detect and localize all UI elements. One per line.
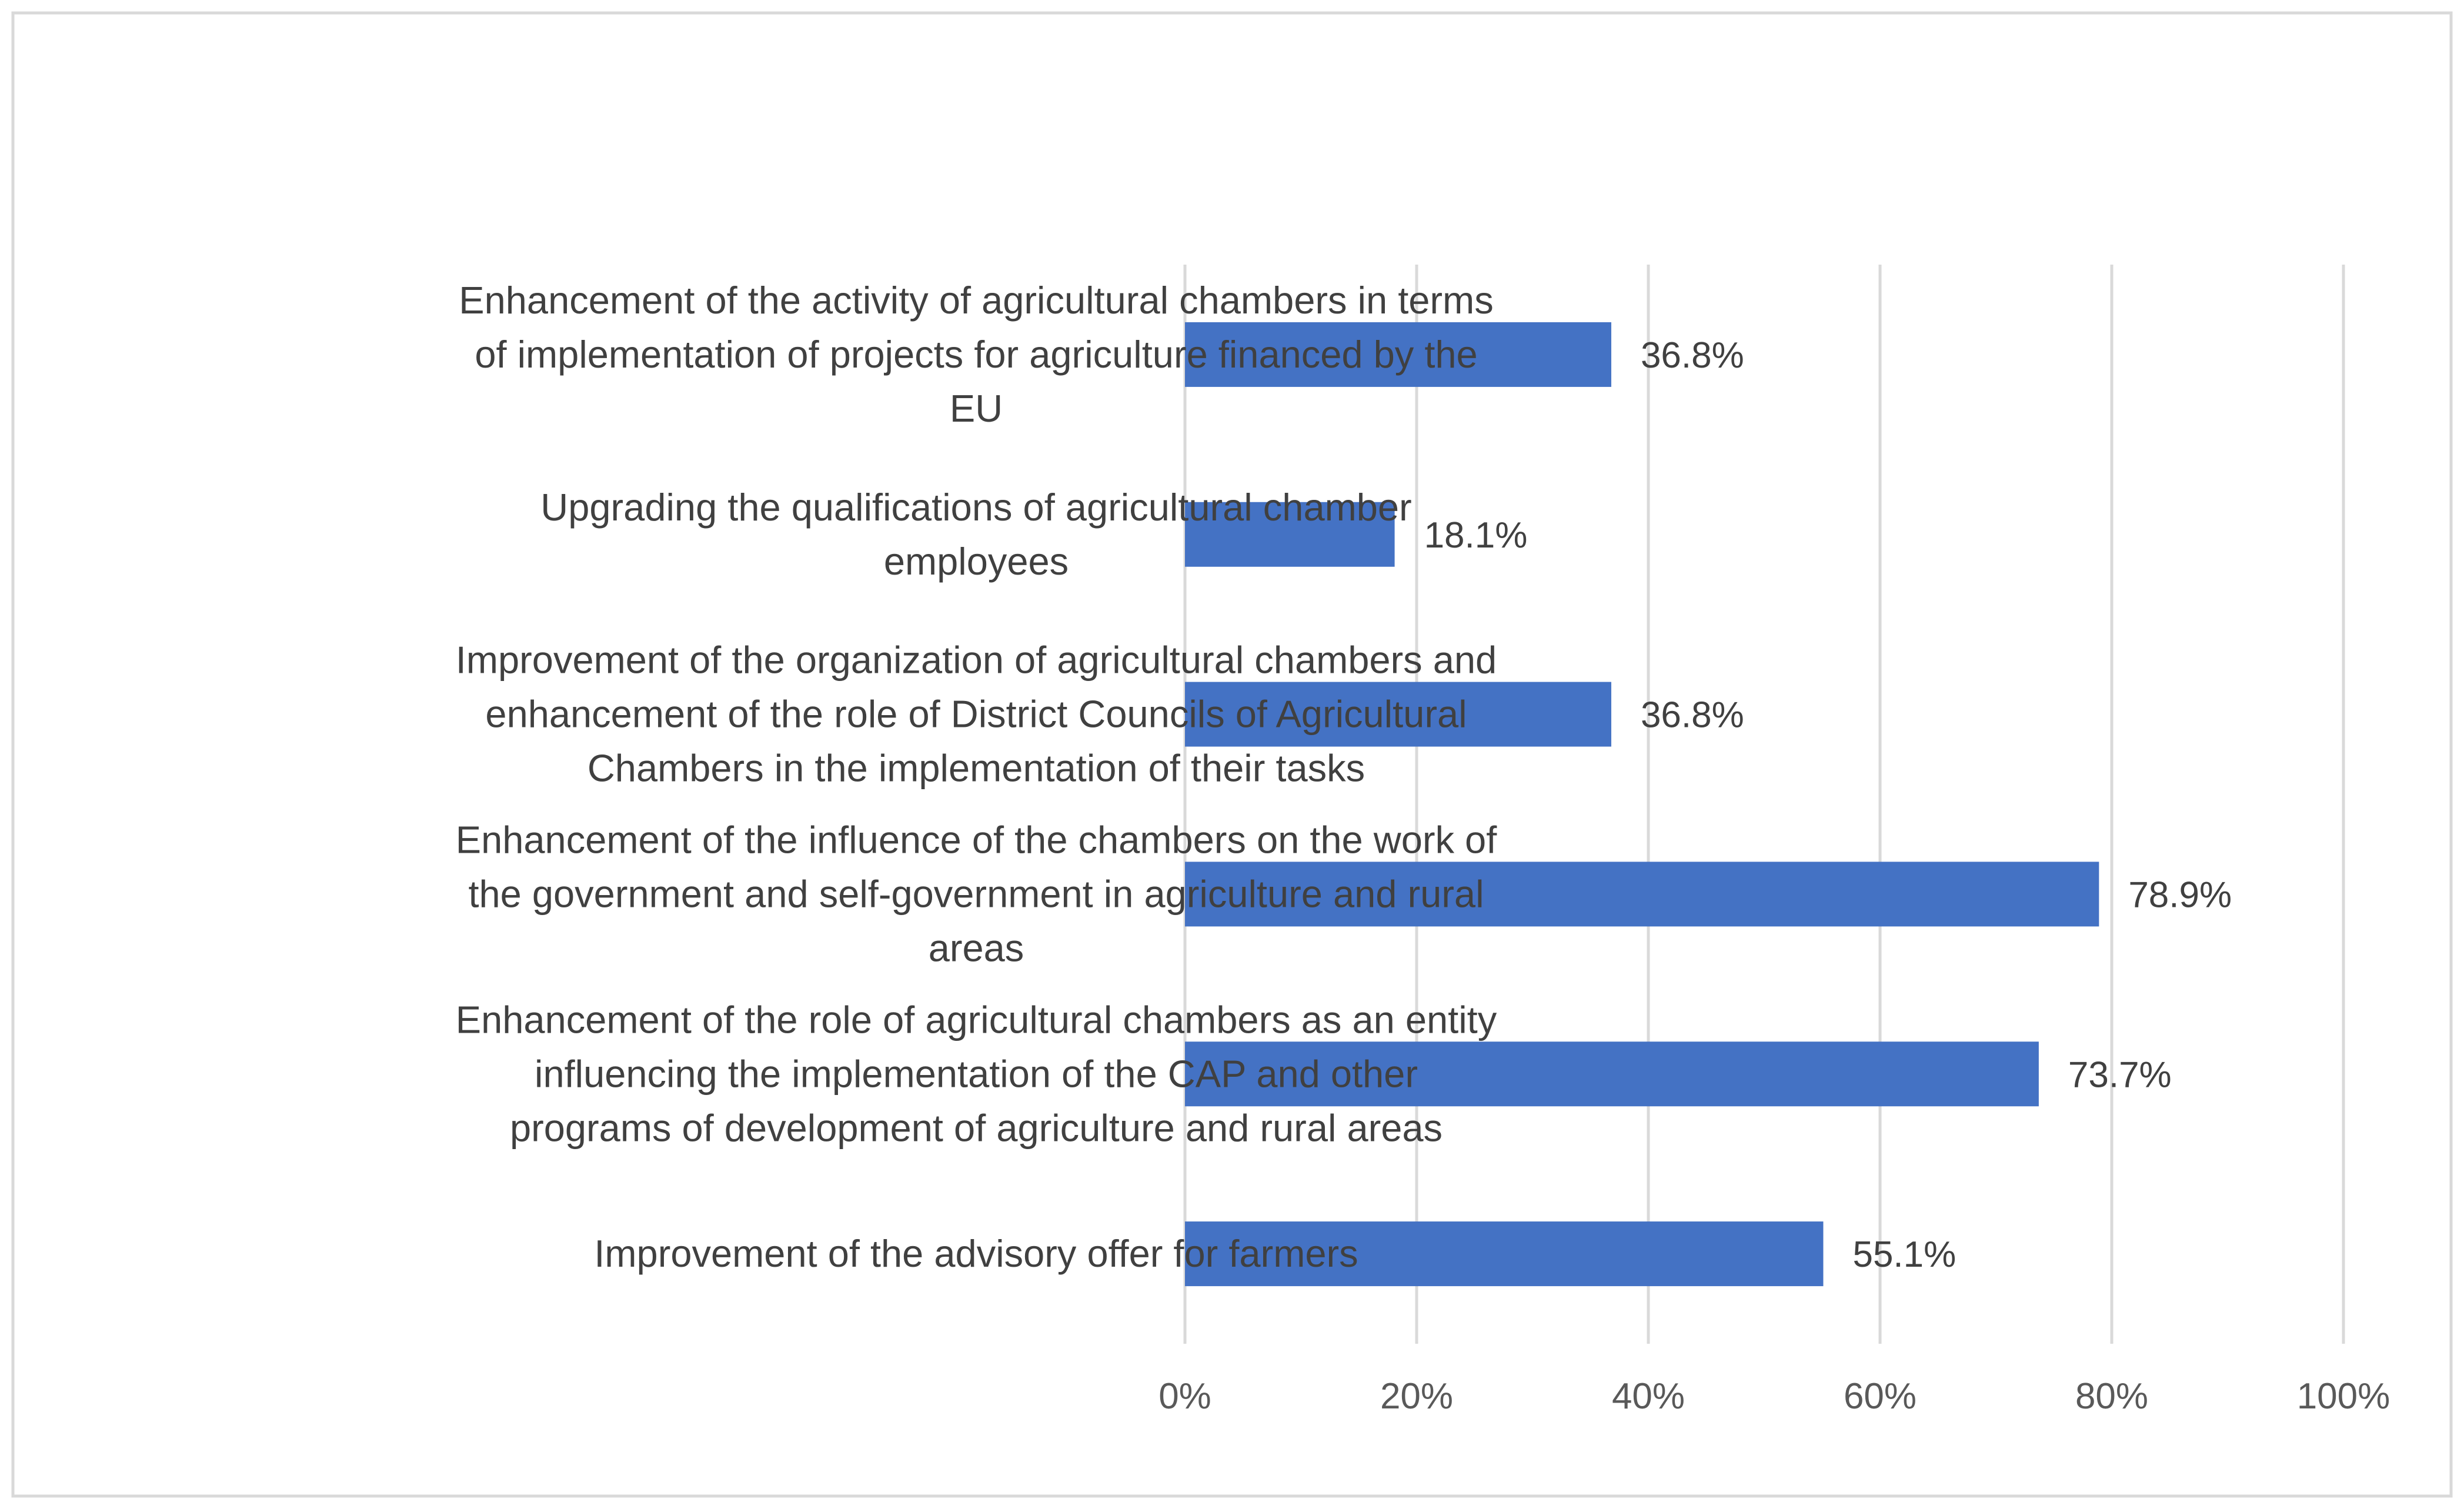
x-tick-label: 20%	[1380, 1376, 1453, 1417]
x-tick-label: 60%	[1844, 1376, 1917, 1417]
data-label: 73.7%	[2068, 1054, 2172, 1095]
x-tick-label: 0%	[1158, 1376, 1211, 1417]
category-label: Improvement of the organization of agric…	[456, 639, 1497, 682]
x-tick-label: 80%	[2075, 1376, 2148, 1417]
x-tick-labels: 0% 20% 40% 60% 80% 100%	[1158, 1376, 2390, 1417]
category-label: EU	[950, 387, 1003, 430]
category-label: employees	[884, 540, 1069, 583]
category-label: Enhancement of the role of agricultural …	[456, 998, 1497, 1041]
category-label: Enhancement of the activity of agricultu…	[459, 279, 1493, 322]
grid-lines	[1183, 265, 2345, 1344]
bar	[1185, 502, 1395, 567]
bar	[1185, 862, 2099, 927]
bar	[1185, 1221, 1824, 1287]
category-labels: Enhancement of the activity of agricultu…	[456, 279, 1497, 1275]
bar	[1185, 322, 1611, 387]
data-labels: 36.8% 18.1% 36.8% 78.9% 73.7% 55.1%	[1424, 335, 2232, 1275]
bars	[1185, 322, 2099, 1287]
data-label: 18.1%	[1424, 515, 1528, 556]
category-label: of implementation of projects for agricu…	[475, 333, 1477, 376]
category-label: Improvement of the advisory offer for fa…	[594, 1232, 1358, 1275]
category-label: Enhancement of the influence of the cham…	[456, 818, 1497, 861]
data-label: 55.1%	[1852, 1234, 1956, 1275]
category-label: enhancement of the role of District Coun…	[485, 693, 1467, 736]
data-label: 36.8%	[1641, 335, 1744, 376]
category-label: Chambers in the implementation of their …	[587, 747, 1365, 790]
category-label: influencing the implementation of the CA…	[535, 1052, 1418, 1095]
bar	[1185, 1041, 2039, 1107]
bar	[1185, 682, 1611, 747]
x-tick-label: 40%	[1612, 1376, 1685, 1417]
x-tick-label: 100%	[2297, 1376, 2390, 1417]
category-label: areas	[929, 926, 1024, 969]
data-label: 78.9%	[2128, 874, 2232, 915]
category-label: the government and self-government in ag…	[468, 872, 1484, 915]
category-label: programs of development of agriculture a…	[510, 1106, 1443, 1149]
data-label: 36.8%	[1641, 695, 1744, 736]
category-label: Upgrading the qualifications of agricult…	[540, 486, 1411, 529]
